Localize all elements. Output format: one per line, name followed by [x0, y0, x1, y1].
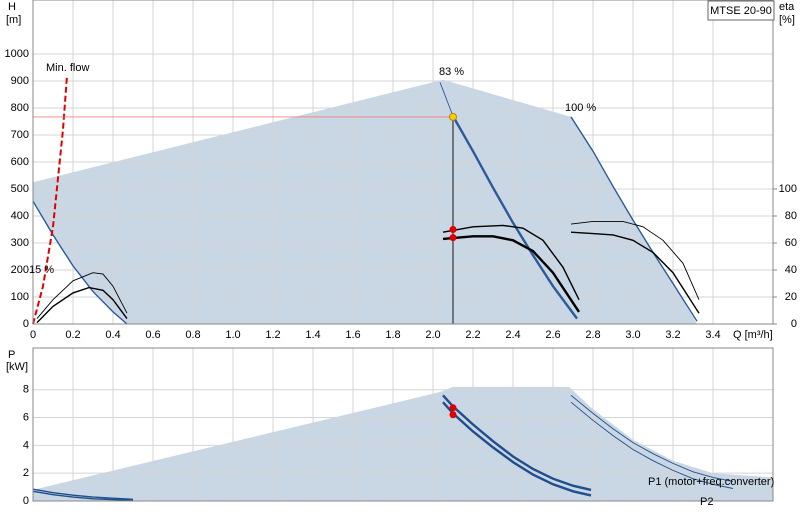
y-tick-label: 4 — [23, 439, 29, 451]
y-axis-unit: [kW] — [6, 361, 28, 373]
x-tick-label: 2.4 — [505, 329, 520, 341]
x-tick-label: 1.0 — [225, 329, 240, 341]
curve — [32, 490, 134, 501]
y-tick-label: 100 — [11, 291, 29, 303]
y-axis-label: H — [8, 1, 16, 13]
curve — [570, 231, 700, 314]
marker — [449, 411, 457, 419]
curve — [442, 401, 592, 497]
x-axis-label: Q [m³/h] — [733, 329, 773, 341]
y-tick-label: 6 — [23, 411, 29, 423]
y-tick-label: 300 — [11, 237, 29, 249]
y-tick-label: 700 — [11, 129, 29, 141]
y2-tick-label: 20 — [785, 291, 797, 303]
x-tick-label: 2.8 — [585, 329, 600, 341]
curve — [32, 75, 68, 325]
y-tick-label: 200 — [11, 264, 29, 276]
x-tick-label: 3.4 — [705, 329, 720, 341]
annotation: 100 % — [565, 102, 596, 114]
curve — [451, 115, 578, 320]
x-tick-label: 1.8 — [385, 329, 400, 341]
y-tick-label: 400 — [11, 210, 29, 222]
curve — [32, 488, 134, 500]
x-tick-label: 1.6 — [345, 329, 360, 341]
y2-tick-label: 40 — [785, 264, 797, 276]
curve — [442, 394, 592, 492]
operating-area — [33, 386, 773, 501]
marker — [449, 226, 457, 233]
marker — [449, 404, 457, 412]
x-tick-label: 1.4 — [305, 329, 320, 341]
y-tick-label: 600 — [11, 156, 29, 168]
x-tick-label: 0.6 — [145, 329, 160, 341]
title-box — [707, 0, 775, 21]
chart-title: MTSE 20-90 — [710, 5, 772, 17]
y-tick-label: 2 — [23, 467, 29, 479]
x-tick-label: 2.0 — [425, 329, 440, 341]
y2-tick-label: 100 — [779, 183, 797, 195]
y-tick-label: 800 — [11, 102, 29, 114]
operating-area — [33, 79, 697, 324]
x-tick-label: 1.2 — [265, 329, 280, 341]
plot-frame — [32, 0, 774, 325]
legend-label: P2 — [700, 496, 713, 508]
y-axis-label: P — [8, 349, 15, 361]
curve — [570, 220, 700, 300]
curve — [32, 200, 128, 325]
annotation: 15 % — [29, 264, 54, 276]
x-tick-label: 2.2 — [465, 329, 480, 341]
marker — [449, 112, 457, 121]
y2-tick-label: 60 — [785, 237, 797, 249]
x-tick-label: 3.2 — [665, 329, 680, 341]
y2-axis-label: eta — [779, 1, 795, 13]
y-tick-label: 8 — [23, 384, 29, 396]
curve — [570, 401, 734, 489]
curve — [442, 235, 581, 313]
x-tick-label: 2.6 — [545, 329, 560, 341]
x-tick-label: 3.0 — [625, 329, 640, 341]
y-tick-label: 1000 — [5, 48, 29, 60]
curve — [570, 394, 734, 482]
y-tick-label: 500 — [11, 183, 29, 195]
curve — [442, 224, 580, 301]
marker — [449, 234, 457, 242]
x-tick-label: 0.4 — [105, 329, 120, 341]
y-axis-unit: [m] — [6, 14, 21, 26]
x-tick-label: 0.2 — [65, 329, 80, 341]
y-tick-label: 0 — [23, 318, 29, 330]
annotation: Min. flow — [46, 62, 89, 74]
y-tick-label: 0 — [23, 495, 29, 507]
annotation: 83 % — [439, 66, 464, 78]
y2-tick-label: 0 — [791, 318, 797, 330]
curve — [36, 272, 128, 319]
legend-label: P1 (motor+freq.converter) — [648, 476, 774, 488]
curve — [439, 82, 454, 117]
x-tick-label: 0.8 — [185, 329, 200, 341]
y-tick-label: 900 — [11, 75, 29, 87]
plot-frame — [32, 347, 774, 502]
curve — [36, 286, 128, 324]
x-tick-label: 0 — [30, 329, 36, 341]
y2-axis-unit: [%] — [779, 14, 795, 26]
curve — [570, 116, 698, 322]
y2-tick-label: 80 — [785, 210, 797, 222]
